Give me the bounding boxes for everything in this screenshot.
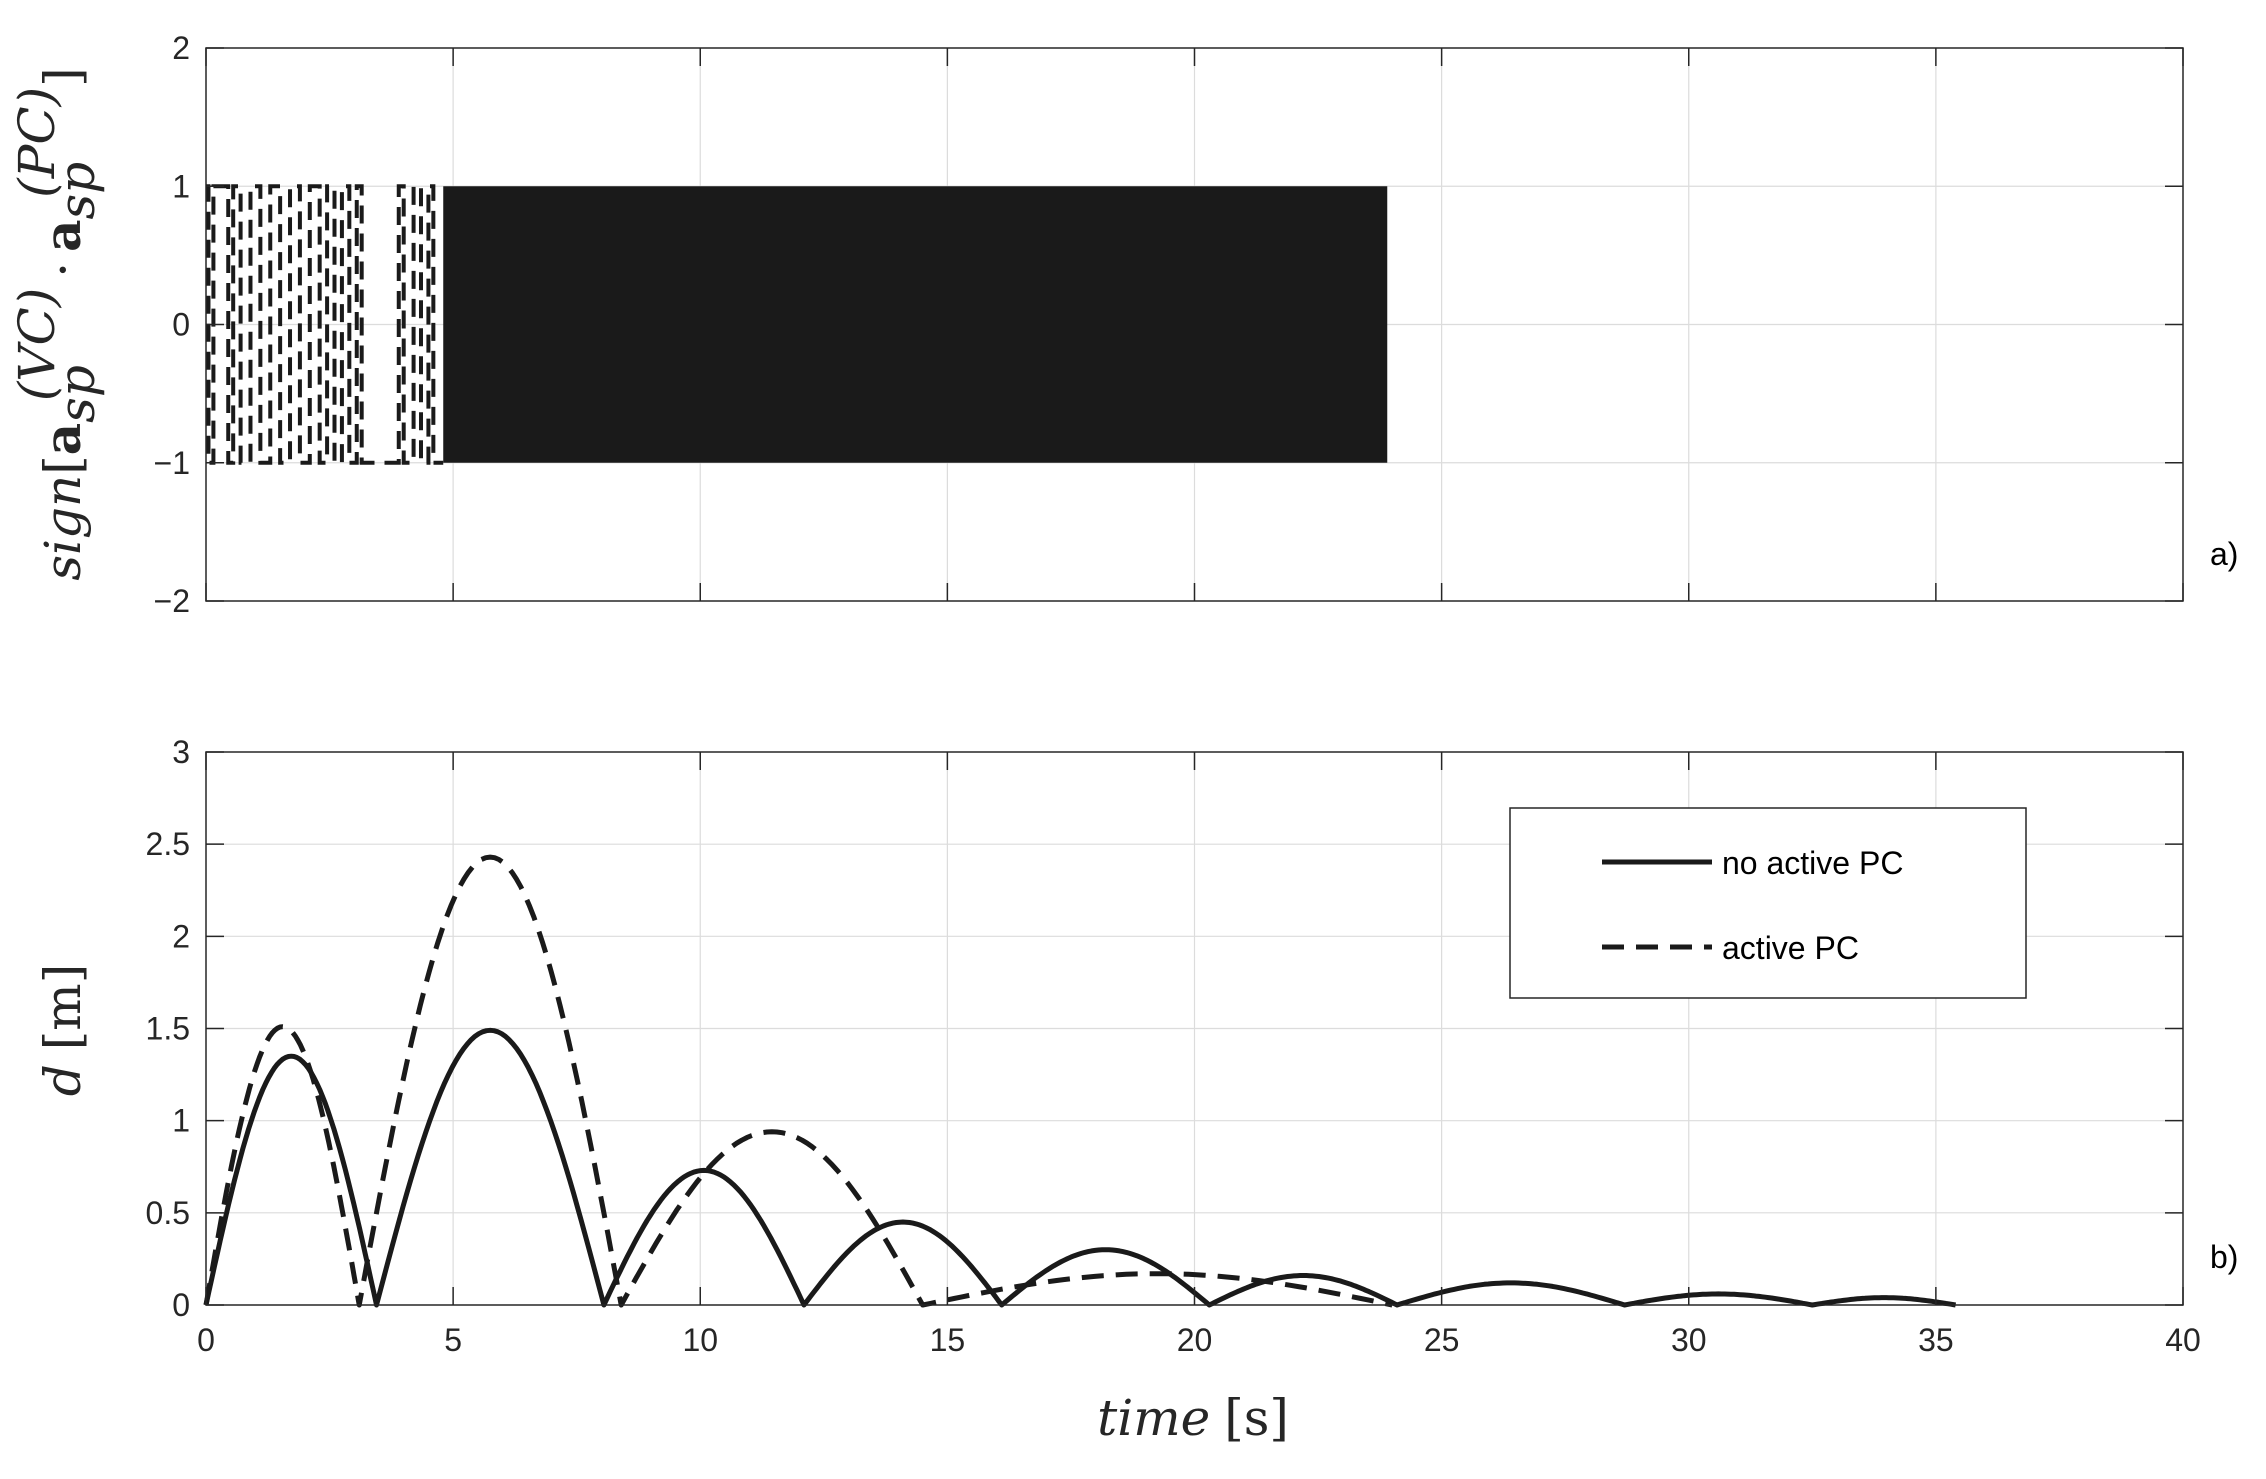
ylabel-a-open: [ [34, 455, 92, 475]
series-solid-switching-band [443, 186, 1388, 463]
series-no-active-pc-line [203, 1027, 1957, 1308]
y-axis-label-b: d [m] [34, 964, 92, 1096]
x-tick-label: 40 [2165, 1322, 2201, 1358]
x-axis-label-b: time [s] [1097, 1389, 1289, 1447]
ylabel-a-close: ] [34, 67, 92, 87]
legend-box [1509, 807, 2027, 999]
y-tick-label-b: 3 [172, 734, 190, 770]
svg-text:sign[asp(VC)·asp(PC)]: sign[asp(VC)·asp(PC)] [8, 67, 106, 580]
x-tick-label: 10 [682, 1322, 718, 1358]
xlabel-b-unit: [s] [1224, 1389, 1289, 1447]
panel-label-b: b) [2210, 1239, 2238, 1275]
ylabel-a-sub1: sp [48, 365, 106, 423]
ylabel-a-sub2: sp [48, 162, 106, 220]
ylabel-a-a2: a [33, 219, 92, 251]
ticks-a: −2 −1 0 1 2 [154, 30, 2184, 619]
legend-label-no-active-pc: no active PC [1722, 845, 1903, 881]
ylabel-b-unit: [m] [34, 964, 92, 1050]
chart-panel-b: 0 5 10 15 20 25 30 35 40 0 0.5 1 1.5 2 2.5 3 b) d [m] ti… [34, 734, 2238, 1447]
x-tick-label: 20 [1177, 1322, 1213, 1358]
legend-label-active-pc: active PC [1722, 930, 1859, 966]
y-axis-label-a: sign[asp(VC)·asp(PC)] [8, 67, 106, 580]
ticks-b: 0 5 10 15 20 25 30 35 40 0 0.5 1 1.5 2 2.5 3 [146, 734, 2201, 1358]
y-tick-label-b: 2 [172, 918, 190, 954]
x-tick-label: 25 [1424, 1322, 1460, 1358]
ylabel-a-prefix: sign [34, 475, 92, 581]
series-a [206, 184, 1388, 465]
x-tick-label: 35 [1918, 1322, 1954, 1358]
x-tick-label: 5 [444, 1322, 462, 1358]
x-tick-label: 0 [197, 1322, 215, 1358]
y-tick-label-b: 1.5 [146, 1011, 190, 1047]
y-tick-label-a: −2 [154, 583, 190, 619]
y-tick-label-a: −1 [154, 445, 190, 481]
y-tick-label-b: 0.5 [146, 1195, 190, 1231]
x-tick-label: 30 [1671, 1322, 1707, 1358]
y-tick-label-a: 1 [172, 168, 190, 204]
y-tick-label-b: 0 [172, 1287, 190, 1323]
y-tick-label-b: 2.5 [146, 826, 190, 862]
ylabel-b-var: d [34, 1064, 92, 1096]
series-dashed-switching [206, 184, 444, 465]
svg-text:d[m]: d [m] [34, 964, 92, 1096]
panel-label-a: a) [2210, 536, 2238, 572]
ylabel-a-a1: a [33, 423, 92, 455]
legend: no active PC active PC [1509, 807, 2027, 999]
ylabel-a-sup1: (VC) [8, 288, 66, 401]
ylabel-a-dot: · [34, 262, 92, 278]
y-tick-label-a: 0 [172, 307, 190, 343]
x-tick-label: 15 [930, 1322, 966, 1358]
ylabel-a-sup2: (PC) [8, 87, 66, 198]
y-tick-label-a: 2 [172, 30, 190, 66]
xlabel-b-var: time [1097, 1389, 1210, 1447]
y-tick-label-b: 1 [172, 1103, 190, 1139]
